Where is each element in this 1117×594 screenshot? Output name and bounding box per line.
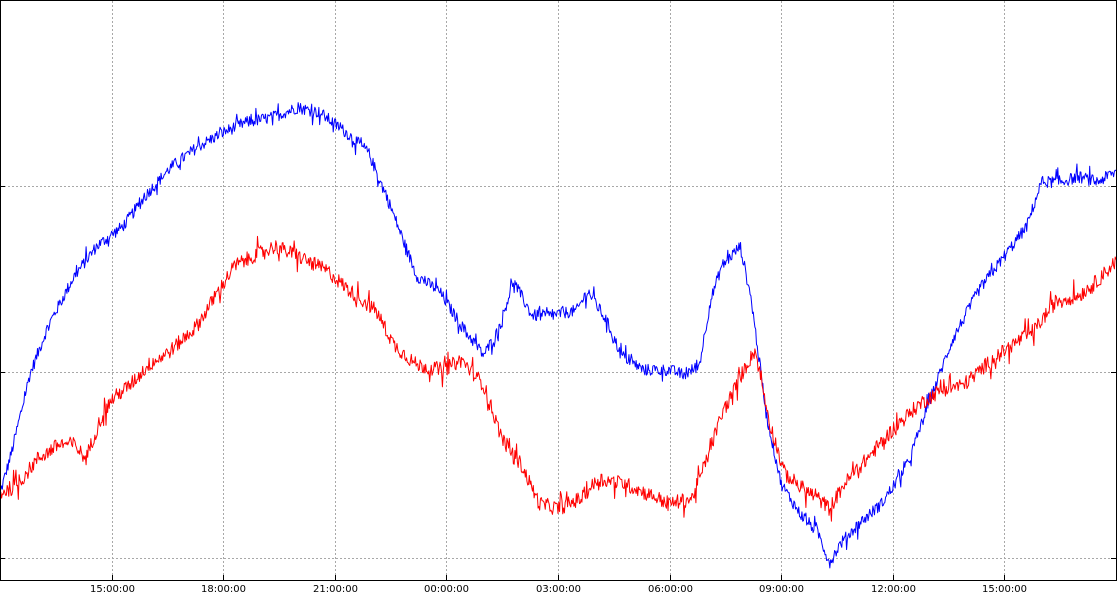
x-tick-label: 12:00:00 — [871, 584, 916, 594]
x-tick-label: 15:00:00 — [90, 584, 135, 594]
series-line-red — [0, 235, 1117, 522]
x-tick-label: 03:00:00 — [536, 584, 581, 594]
x-tick-label: 21:00:00 — [313, 584, 358, 594]
x-tick-label: 18:00:00 — [201, 584, 246, 594]
series-lines — [0, 102, 1117, 569]
x-axis: 15:00:00 18:00:00 21:00:00 00:00:00 03:00:00… — [90, 575, 1027, 594]
x-tick-label: 15:00:00 — [982, 584, 1027, 594]
x-tick-label: 09:00:00 — [759, 584, 804, 594]
x-tick-label: 06:00:00 — [648, 584, 693, 594]
x-tick-label: 00:00:00 — [424, 584, 469, 594]
series-line-blue — [0, 102, 1117, 569]
